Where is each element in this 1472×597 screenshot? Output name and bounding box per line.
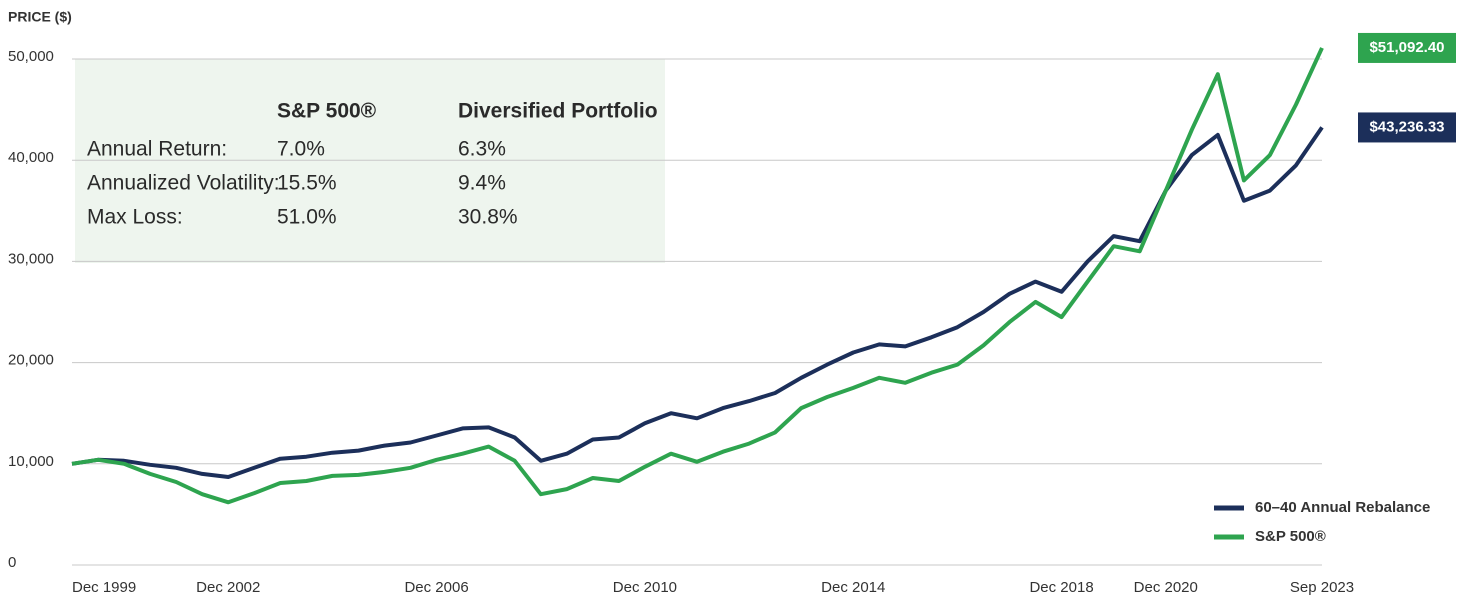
table-header: S&P 500® [277, 100, 377, 123]
series-line [71, 126, 1324, 479]
table-cell: 15.5% [277, 172, 337, 195]
table-cell: 30.8% [458, 206, 518, 229]
table-header: Diversified Portfolio [458, 100, 658, 123]
end-label: $51,092.40 [1369, 39, 1444, 56]
table-cell: 6.3% [458, 138, 506, 161]
y-tick-label: 0 [8, 554, 16, 571]
x-tick-label: Dec 1999 [72, 579, 136, 596]
y-tick-label: 30,000 [8, 250, 54, 267]
y-axis-label: PRICE ($) [8, 9, 72, 25]
y-tick-label: 10,000 [8, 453, 54, 470]
stats-box [75, 59, 665, 263]
end-label: $43,236.33 [1369, 118, 1444, 135]
table-cell: 7.0% [277, 138, 325, 161]
y-tick-label: 40,000 [8, 149, 54, 166]
x-tick-label: Dec 2018 [1029, 579, 1093, 596]
x-tick-label: Sep 2023 [1290, 579, 1354, 596]
end-label-box [1358, 112, 1456, 143]
x-tick-label: Dec 2020 [1134, 579, 1198, 596]
x-tick-label: Dec 2006 [404, 579, 468, 596]
table-cell: 51.0% [277, 206, 337, 229]
y-tick-label: 50,000 [8, 48, 54, 65]
table-row-label: Annual Return: [87, 138, 227, 161]
legend-label: S&P 500® [1255, 528, 1326, 545]
y-tick-label: 20,000 [8, 352, 54, 369]
x-tick-label: Dec 2014 [821, 579, 885, 596]
table-row-label: Annualized Volatility: [87, 172, 280, 195]
table-cell: 9.4% [458, 172, 506, 195]
table-row-label: Max Loss: [87, 206, 183, 229]
legend-label: 60–40 Annual Rebalance [1255, 499, 1430, 516]
x-tick-label: Dec 2002 [196, 579, 260, 596]
end-label-box [1358, 32, 1456, 63]
x-tick-label: Dec 2010 [613, 579, 677, 596]
series-line [71, 47, 1324, 505]
